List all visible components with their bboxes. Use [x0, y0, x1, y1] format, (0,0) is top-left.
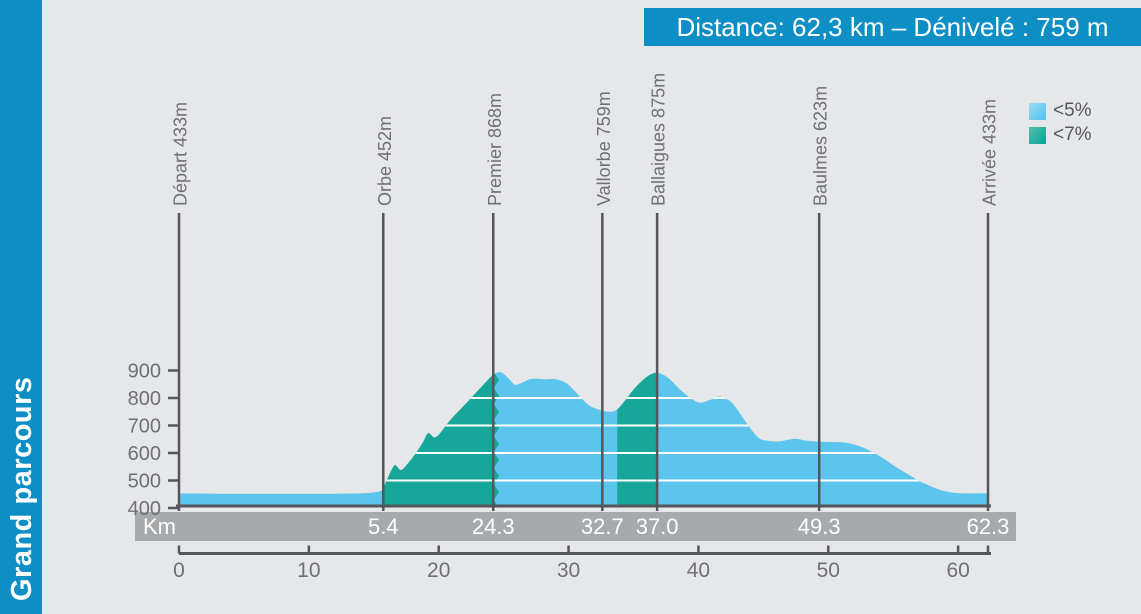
- legend-swatch-lt5-icon: [1029, 102, 1046, 120]
- y-tick-label-500: 500: [128, 471, 161, 493]
- legend-label-lt7: <7%: [1053, 124, 1092, 145]
- course-sidebar: Grand parcours: [0, 0, 42, 614]
- waypoint-label-5: Baulmes 623m: [811, 86, 831, 206]
- km-bar: [135, 512, 1016, 541]
- legend-item-lt7: <7%: [1029, 124, 1092, 145]
- distance-banner-text: Distance: 62,3 km – Dénivelé : 759 m: [676, 11, 1109, 42]
- x-tick-label-0: 0: [173, 559, 185, 582]
- y-tick-label-400: 400: [128, 498, 161, 520]
- legend-swatch-lt7-icon: [1029, 126, 1046, 144]
- km-bar-value-1: 5.4: [368, 514, 399, 539]
- y-tick-label-700: 700: [128, 416, 161, 438]
- x-tick-label-30: 30: [557, 559, 580, 582]
- waypoint-label-2: Premier 868m: [485, 93, 505, 206]
- distance-banner: Distance: 62,3 km – Dénivelé : 759 m: [644, 8, 1141, 46]
- km-bar-value-6: 62.3: [967, 514, 1010, 539]
- waypoint-label-3: Vallorbe 759m: [594, 91, 614, 206]
- legend-item-lt5: <5%: [1029, 100, 1092, 121]
- profile-area-lt5: [179, 372, 988, 507]
- waypoint-label-4: Ballaigues 875m: [649, 73, 669, 206]
- km-bar-value-4: 37.0: [636, 514, 679, 539]
- waypoint-label-6: Arrivée 433m: [980, 99, 1000, 206]
- x-tick-label-40: 40: [687, 559, 710, 582]
- x-tick-label-20: 20: [427, 559, 450, 582]
- waypoint-label-1: Orbe 452m: [375, 116, 395, 206]
- x-tick-label-60: 60: [946, 559, 969, 582]
- km-bar-value-5: 49.3: [798, 514, 841, 539]
- km-bar-value-2: 24.3: [472, 514, 515, 539]
- x-tick-label-50: 50: [817, 559, 840, 582]
- waypoint-label-0: Départ 433m: [171, 102, 191, 206]
- km-bar-unit-label: Km: [143, 514, 176, 539]
- km-bar-value-3: 32.7: [581, 514, 624, 539]
- x-tick-label-10: 10: [297, 559, 320, 582]
- gradient-legend: <5% <7%: [1029, 100, 1092, 150]
- y-tick-label-600: 600: [128, 443, 161, 465]
- y-tick-label-900: 900: [128, 361, 161, 383]
- legend-label-lt5: <5%: [1053, 100, 1092, 121]
- y-tick-label-800: 800: [128, 388, 161, 410]
